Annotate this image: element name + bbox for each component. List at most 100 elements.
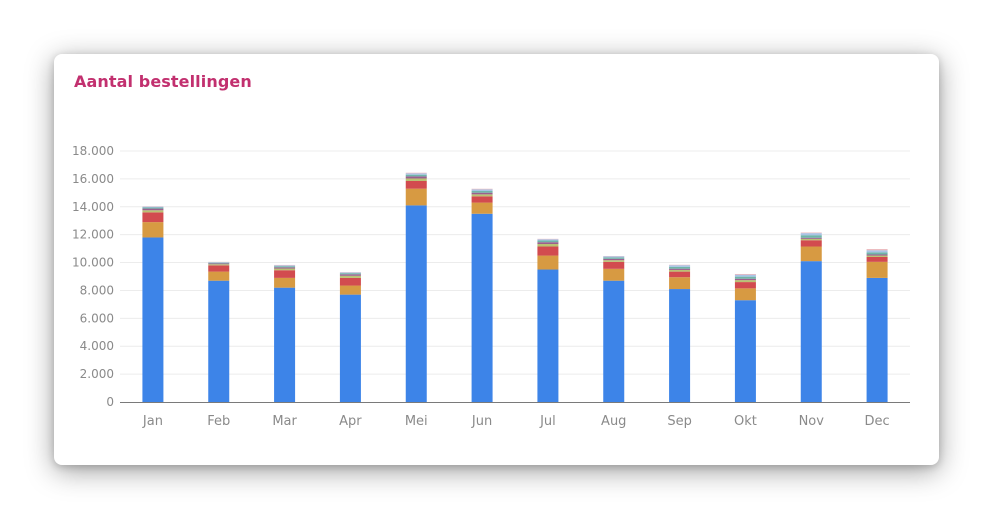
bar-stack-mar[interactable] — [274, 264, 296, 402]
bar-segment[interactable] — [405, 173, 427, 175]
bar-segment[interactable] — [471, 196, 493, 203]
bar-segment[interactable] — [537, 240, 559, 243]
bar-segment[interactable] — [208, 262, 230, 264]
bar-segment[interactable] — [734, 300, 756, 402]
bar-segment[interactable] — [142, 237, 164, 402]
bar-segment[interactable] — [800, 232, 822, 234]
bar-segment[interactable] — [800, 240, 822, 247]
bar-segment[interactable] — [274, 277, 296, 288]
bar-segment[interactable] — [603, 268, 625, 281]
bar-segment[interactable] — [208, 264, 230, 266]
bar-segment[interactable] — [142, 207, 164, 209]
bar-segment[interactable] — [339, 274, 361, 276]
bar-segment[interactable] — [669, 269, 691, 272]
bar-segment[interactable] — [603, 261, 625, 269]
bar-segment[interactable] — [734, 280, 756, 283]
bar-segment[interactable] — [669, 266, 691, 269]
bar-segment[interactable] — [800, 235, 822, 238]
bar-stack-jun[interactable] — [471, 188, 493, 402]
bar-segment[interactable] — [537, 246, 559, 256]
bar-segment[interactable] — [734, 282, 756, 289]
bar-segment[interactable] — [142, 206, 164, 208]
bar-segment[interactable] — [537, 255, 559, 270]
bar-segment[interactable] — [537, 242, 559, 245]
bar-segment[interactable] — [274, 266, 296, 268]
bar-segment[interactable] — [208, 271, 230, 281]
bar-segment[interactable] — [471, 188, 493, 190]
bar-segment[interactable] — [339, 285, 361, 295]
bar-stack-feb[interactable] — [208, 261, 230, 402]
bar-segment[interactable] — [537, 239, 559, 241]
bar-segment[interactable] — [669, 289, 691, 402]
bar-segment[interactable] — [471, 213, 493, 402]
bar-segment[interactable] — [734, 278, 756, 281]
bar-segment[interactable] — [274, 265, 296, 267]
bar-segment[interactable] — [274, 287, 296, 402]
bar-segment[interactable] — [866, 277, 888, 402]
bar-segment[interactable] — [405, 172, 427, 174]
bar-segment[interactable] — [405, 180, 427, 189]
bar-stack-mei[interactable] — [405, 172, 427, 402]
bar-segment[interactable] — [471, 189, 493, 192]
bar-segment[interactable] — [537, 244, 559, 247]
bar-stack-sep[interactable] — [669, 264, 691, 402]
bar-segment[interactable] — [405, 176, 427, 179]
bar-segment[interactable] — [866, 250, 888, 253]
bar-segment[interactable] — [734, 273, 756, 275]
bar-segment[interactable] — [208, 280, 230, 402]
bar-segment[interactable] — [339, 273, 361, 275]
bar-stack-okt[interactable] — [734, 273, 756, 402]
bar-segment[interactable] — [669, 277, 691, 290]
bar-segment[interactable] — [800, 261, 822, 402]
bar-segment[interactable] — [405, 174, 427, 177]
bar-segment[interactable] — [734, 288, 756, 301]
bar-segment[interactable] — [208, 265, 230, 272]
bar-segment[interactable] — [274, 270, 296, 278]
bar-segment[interactable] — [800, 238, 822, 241]
bar-segment[interactable] — [208, 263, 230, 265]
bar-segment[interactable] — [339, 272, 361, 274]
bar-segment[interactable] — [866, 255, 888, 257]
bar-segment[interactable] — [734, 276, 756, 279]
bar-segment[interactable] — [537, 269, 559, 402]
bar-segment[interactable] — [405, 178, 427, 181]
bar-segment[interactable] — [603, 280, 625, 402]
bar-segment[interactable] — [603, 260, 625, 262]
bar-segment[interactable] — [866, 252, 888, 255]
bar-stack-apr[interactable] — [339, 272, 361, 402]
bar-segment[interactable] — [800, 237, 822, 239]
bar-segment[interactable] — [669, 271, 691, 278]
bar-segment[interactable] — [603, 258, 625, 261]
bar-segment[interactable] — [471, 194, 493, 197]
bar-segment[interactable] — [734, 274, 756, 277]
bar-segment[interactable] — [274, 268, 296, 271]
bar-segment[interactable] — [471, 191, 493, 193]
bar-segment[interactable] — [405, 205, 427, 402]
bar-segment[interactable] — [866, 261, 888, 278]
bar-segment[interactable] — [669, 268, 691, 270]
bar-segment[interactable] — [405, 188, 427, 206]
bar-segment[interactable] — [142, 222, 164, 238]
bar-segment[interactable] — [866, 256, 888, 262]
bar-segment[interactable] — [800, 233, 822, 236]
bar-segment[interactable] — [208, 262, 230, 263]
bar-segment[interactable] — [866, 254, 888, 256]
bar-segment[interactable] — [471, 192, 493, 195]
bar-segment[interactable] — [142, 210, 164, 213]
bar-segment[interactable] — [669, 265, 691, 267]
bar-stack-nov[interactable] — [800, 232, 822, 402]
bar-segment[interactable] — [274, 267, 296, 269]
bar-segment[interactable] — [603, 256, 625, 258]
bar-segment[interactable] — [339, 294, 361, 402]
bar-segment[interactable] — [471, 202, 493, 214]
bar-stack-aug[interactable] — [603, 256, 625, 402]
bar-stack-dec[interactable] — [866, 249, 888, 402]
bar-stack-jul[interactable] — [537, 238, 559, 402]
bar-segment[interactable] — [339, 275, 361, 278]
bar-segment[interactable] — [339, 277, 361, 286]
bar-segment[interactable] — [603, 257, 625, 259]
bar-segment[interactable] — [800, 246, 822, 262]
bar-segment[interactable] — [142, 212, 164, 223]
bar-segment[interactable] — [142, 208, 164, 211]
bar-segment[interactable] — [866, 249, 888, 251]
